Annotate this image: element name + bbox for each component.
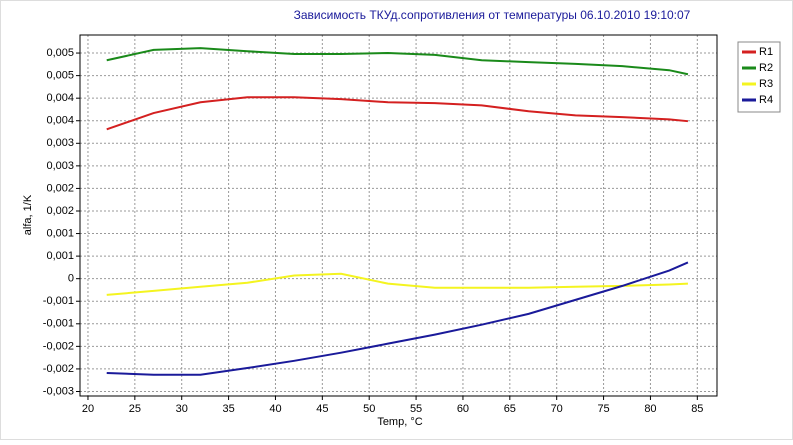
x-tick-label: 65 [504, 403, 516, 415]
x-tick-label: 80 [644, 403, 656, 415]
x-tick-label: 20 [82, 403, 94, 415]
x-tick-label: 35 [222, 403, 234, 415]
y-tick-label: -0,001 [43, 295, 74, 307]
series-line [106, 272, 688, 296]
series-line [106, 261, 689, 376]
y-tick-label: 0,003 [46, 160, 74, 172]
x-tick-label: 85 [691, 403, 703, 415]
y-tick-label: 0,005 [46, 70, 74, 82]
legend-label: R4 [759, 94, 773, 106]
y-tick-label: -0,003 [43, 385, 74, 397]
y-tick-label: -0,002 [43, 363, 74, 375]
y-axis-label: alfa, 1/K [22, 194, 34, 235]
y-tick-label: 0,003 [46, 137, 74, 149]
legend-label: R3 [759, 78, 773, 90]
y-tick-label: 0 [68, 273, 74, 285]
y-tick-label: -0,002 [43, 340, 74, 352]
series-line [106, 96, 689, 131]
y-tick-label: 0,004 [46, 115, 74, 127]
x-tick-label: 60 [457, 403, 469, 415]
y-tick-label: 0,005 [46, 47, 74, 59]
x-tick-label: 40 [269, 403, 281, 415]
plot-area [80, 35, 717, 396]
x-tick-label: 30 [176, 403, 188, 415]
x-tick-label: 55 [410, 403, 422, 415]
plot-border [79, 34, 718, 397]
x-tick-label: 70 [551, 403, 563, 415]
legend-label: R2 [759, 62, 773, 74]
legend-label: R1 [759, 46, 773, 58]
x-tick-label: 50 [363, 403, 375, 415]
y-tick-label: 0,002 [46, 182, 74, 194]
x-tick-label: 45 [316, 403, 328, 415]
x-tick-label: 25 [129, 403, 141, 415]
y-tick-label: 0,002 [46, 205, 74, 217]
y-tick-label: 0,004 [46, 92, 74, 104]
x-tick-label: 75 [597, 403, 609, 415]
series-line [106, 47, 689, 76]
y-tick-label: -0,001 [43, 318, 74, 330]
chart-title: Зависимость ТКУд.сопротивления от темпер… [294, 8, 691, 22]
y-tick-label: 0,001 [46, 250, 74, 262]
x-axis-label: Temp, °C [377, 416, 422, 428]
y-tick-label: 0,001 [46, 227, 74, 239]
